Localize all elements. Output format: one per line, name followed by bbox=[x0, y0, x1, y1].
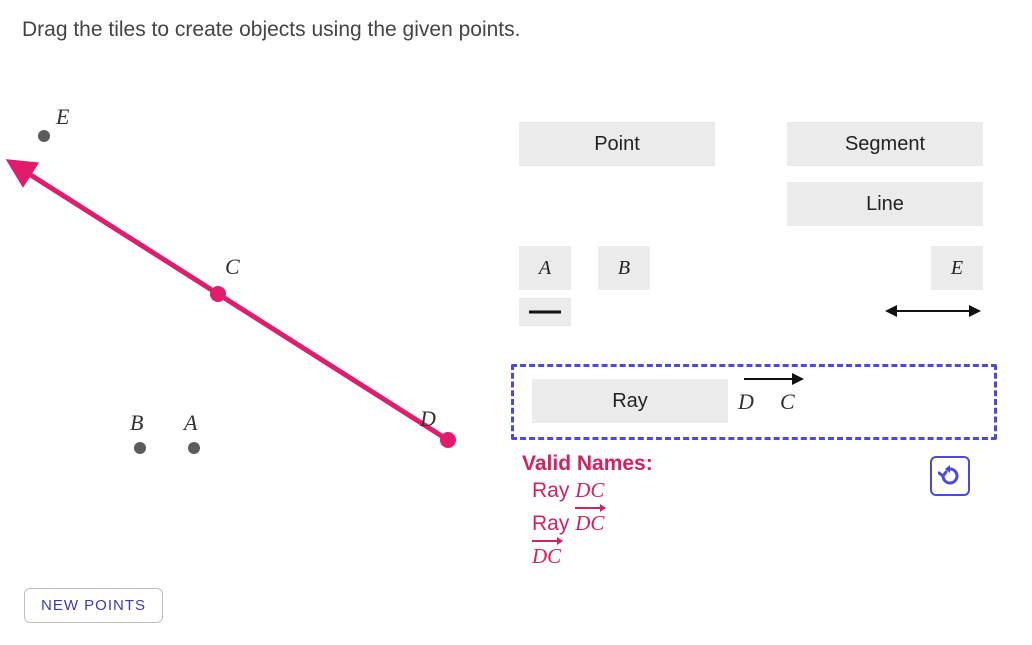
point-C-label: C bbox=[225, 254, 240, 280]
tile-line[interactable]: Line bbox=[787, 182, 983, 226]
placed-letter-D[interactable]: D bbox=[738, 389, 754, 415]
tile-line-symbol[interactable] bbox=[883, 296, 983, 326]
tile-segment-symbol[interactable] bbox=[519, 298, 571, 326]
valid-name-1-prefix: Ray bbox=[532, 479, 575, 502]
valid-name-3-letters: DC bbox=[532, 544, 561, 569]
valid-name-2-letters: DC bbox=[575, 511, 604, 536]
point-B-dot[interactable] bbox=[134, 442, 146, 454]
placed-tile-ray[interactable]: Ray bbox=[532, 379, 728, 423]
undo-icon bbox=[938, 463, 962, 489]
tile-letter-E[interactable]: E bbox=[931, 246, 983, 290]
new-points-button[interactable]: NEW POINTS bbox=[24, 588, 163, 623]
answer-dropzone[interactable]: Ray D C bbox=[511, 364, 997, 440]
point-A-dot[interactable] bbox=[188, 442, 200, 454]
point-D-label: D bbox=[420, 406, 436, 432]
tile-point[interactable]: Point bbox=[519, 122, 715, 166]
placed-letter-C[interactable]: C bbox=[780, 389, 795, 415]
point-C-dot[interactable] bbox=[210, 286, 226, 302]
ray-arrow-icon bbox=[740, 369, 806, 389]
valid-name-1-letters: DC bbox=[575, 478, 604, 502]
line-doublearrow-icon bbox=[883, 301, 983, 321]
point-B-label: B bbox=[130, 410, 143, 436]
valid-name-3: DC bbox=[532, 544, 653, 569]
tile-segment[interactable]: Segment bbox=[787, 122, 983, 166]
valid-name-1: Ray DC bbox=[532, 478, 653, 503]
tile-letter-A[interactable]: A bbox=[519, 246, 571, 290]
valid-names-block: Valid Names: Ray DC Ray DC DC bbox=[522, 452, 653, 569]
valid-name-2: Ray DC bbox=[532, 511, 653, 536]
valid-names-title: Valid Names: bbox=[522, 452, 653, 476]
segment-icon bbox=[527, 307, 563, 317]
point-E-label: E bbox=[56, 104, 69, 130]
placed-ray-symbol[interactable] bbox=[740, 369, 806, 389]
tile-letter-B[interactable]: B bbox=[598, 246, 650, 290]
point-E-dot[interactable] bbox=[38, 130, 50, 142]
geometry-canvas bbox=[0, 0, 500, 640]
undo-button[interactable] bbox=[930, 456, 970, 496]
point-D-dot[interactable] bbox=[440, 432, 456, 448]
valid-name-2-prefix: Ray bbox=[532, 512, 575, 535]
ray-line bbox=[26, 172, 448, 440]
point-A-label: A bbox=[184, 410, 197, 436]
